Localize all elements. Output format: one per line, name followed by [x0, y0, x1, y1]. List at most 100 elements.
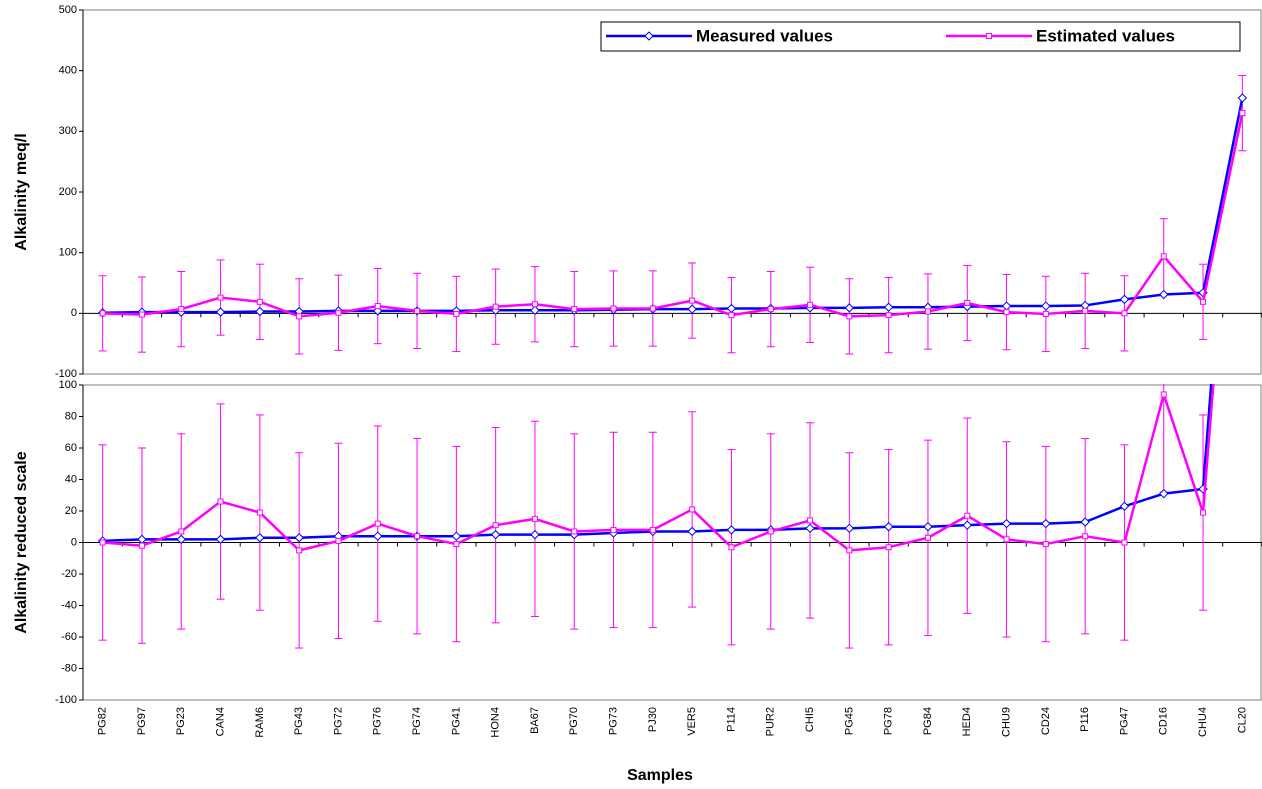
point — [531, 301, 538, 308]
x-tick-label: PG78 — [883, 707, 895, 735]
series-line — [102, 112, 1244, 318]
x-tick-label: PG72 — [332, 707, 344, 735]
x-tick-label: PG23 — [175, 707, 187, 735]
point — [414, 533, 421, 540]
point — [374, 520, 381, 527]
x-axis-title: Samples — [627, 767, 693, 784]
x-tick-label: CHU9 — [1000, 707, 1012, 737]
y-axis-title: Alkalinity meq/l — [13, 133, 30, 250]
y-tick-label: 80 — [65, 410, 77, 422]
point — [1042, 310, 1049, 317]
point — [844, 523, 855, 534]
legend: Measured values Estimated values — [600, 21, 1241, 52]
point — [571, 306, 578, 313]
point — [1159, 289, 1169, 300]
point — [217, 294, 224, 301]
point — [610, 305, 617, 312]
y-tick-label: -60 — [61, 631, 77, 643]
y-tick-label: 40 — [65, 473, 77, 485]
x-tick-label: HON4 — [490, 707, 502, 738]
point — [451, 531, 462, 541]
plot-data — [97, 75, 1248, 355]
legend-label: Measured values — [696, 26, 833, 45]
x-tick-label: PG70 — [568, 707, 580, 735]
point — [414, 307, 421, 314]
point — [296, 313, 303, 320]
point — [1119, 501, 1130, 511]
point — [99, 539, 106, 546]
point — [294, 533, 304, 543]
point — [687, 526, 697, 537]
y-tick-label: 0 — [71, 307, 77, 319]
x-tick-label: CD16 — [1158, 707, 1170, 735]
point — [885, 544, 892, 551]
point — [767, 306, 774, 313]
legend-marker — [644, 31, 654, 41]
x-tick-label: P116 — [1079, 707, 1091, 732]
point — [883, 302, 894, 312]
point — [374, 303, 381, 310]
point — [335, 309, 342, 316]
point — [453, 310, 460, 317]
point — [99, 310, 106, 317]
point — [807, 301, 814, 308]
y-tick-label: 200 — [59, 186, 77, 198]
point — [1003, 536, 1010, 543]
x-tick-label: CD24 — [1040, 707, 1052, 735]
point — [1041, 518, 1051, 529]
y-tick-label: 100 — [59, 379, 77, 391]
point — [1239, 110, 1246, 117]
x-tick-label: CL20 — [1236, 707, 1248, 733]
x-tick-label: HED4 — [961, 707, 973, 736]
point — [1041, 301, 1051, 311]
point — [373, 531, 383, 541]
point — [571, 528, 578, 535]
point — [530, 529, 540, 540]
legend-box — [600, 21, 1241, 52]
legend-marker — [986, 33, 992, 39]
point — [610, 526, 617, 533]
point — [964, 300, 971, 307]
x-tick-label: CAN4 — [214, 707, 226, 736]
x-tick-label: P114 — [725, 707, 737, 732]
x-tick-label: CHU4 — [1197, 707, 1209, 737]
x-tick-label: PG74 — [411, 707, 423, 735]
point — [846, 313, 853, 320]
point — [296, 547, 303, 554]
x-tick-label: PG84 — [922, 707, 934, 735]
point — [1237, 93, 1248, 103]
x-tick-label: PJ30 — [647, 707, 659, 732]
point — [531, 515, 538, 522]
x-tick-label: PG47 — [1118, 707, 1130, 735]
point — [924, 308, 931, 315]
y-axis-title: Alkalinity reduced scale — [13, 451, 30, 633]
x-tick-label: PG41 — [450, 707, 462, 735]
point — [807, 517, 814, 524]
point — [767, 528, 774, 535]
point — [1042, 541, 1049, 548]
point — [728, 544, 735, 551]
point — [1200, 509, 1207, 516]
point — [176, 534, 186, 545]
x-tick-label: PG73 — [607, 707, 619, 735]
series-line — [102, 384, 1213, 543]
series-line — [102, 97, 1244, 314]
point — [1160, 391, 1167, 398]
y-tick-label: 400 — [59, 65, 77, 77]
x-tick-label: PG97 — [136, 707, 148, 735]
point — [687, 304, 697, 314]
point — [964, 512, 971, 519]
point — [728, 312, 735, 319]
point — [138, 542, 145, 549]
point — [1080, 517, 1090, 527]
point — [846, 547, 853, 554]
point — [844, 303, 855, 313]
x-tick-label: RAM6 — [254, 707, 266, 738]
point — [1119, 294, 1130, 305]
point — [256, 298, 263, 305]
point — [255, 306, 265, 317]
point — [178, 306, 185, 313]
point — [1200, 298, 1207, 305]
y-tick-label: 60 — [65, 442, 77, 454]
